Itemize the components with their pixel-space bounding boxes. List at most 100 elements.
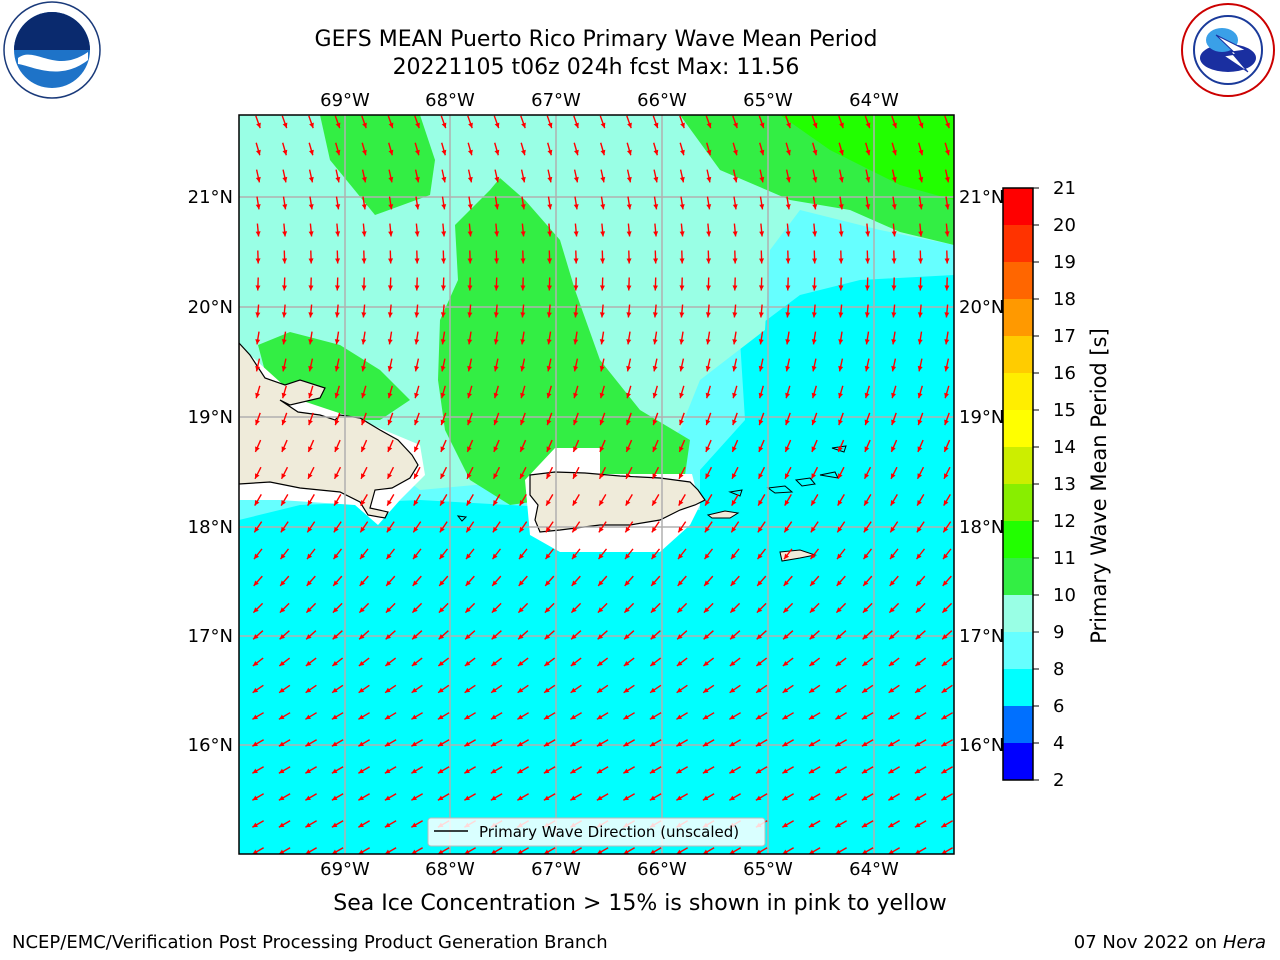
wave-arrow-head — [812, 231, 818, 237]
wave-arrow-head — [915, 634, 922, 640]
colorbar-tick-label: 2 — [1053, 770, 1064, 791]
wave-arrow-head — [838, 285, 844, 291]
wave-arrow-head — [573, 392, 578, 399]
wave-arrow-head — [440, 285, 446, 291]
wave-arrow-head — [679, 365, 685, 372]
wave-arrow-head — [782, 714, 788, 720]
wave-arrow-head — [837, 553, 843, 560]
field-period-11-north — [320, 115, 435, 215]
wave-arrow-head — [865, 176, 871, 183]
wave-arrow-head — [570, 714, 576, 720]
wave-arrow-head — [758, 339, 764, 345]
wave-arrow-head — [441, 231, 447, 237]
wave-arrow-head — [729, 768, 735, 774]
wave-arrow-head — [467, 339, 473, 345]
wave-arrow-head — [785, 365, 791, 372]
graticule — [239, 115, 954, 854]
wave-arrow-head — [864, 500, 869, 506]
wave-arrow-head — [944, 312, 950, 318]
wave-arrow-head — [254, 553, 260, 560]
wave-arrow-head — [256, 149, 261, 156]
wave-arrow-head — [411, 822, 417, 828]
wave-arrow-head — [623, 660, 630, 666]
wave-arrow-head — [758, 285, 764, 291]
colorbar-tick-label: 9 — [1053, 622, 1064, 643]
wave-arrow-head — [839, 149, 844, 156]
wave-arrow-head — [491, 687, 497, 693]
wave-arrow-head — [464, 849, 470, 854]
wave-arrow-head — [652, 500, 657, 506]
wave-arrow-head — [652, 392, 658, 399]
wave-arrow-head — [280, 580, 286, 586]
wave-arrow-head — [599, 365, 605, 372]
wave-arrow-head — [333, 553, 339, 560]
wave-arrow-head — [308, 231, 314, 237]
wave-arrow-head — [282, 149, 288, 156]
wave-arrow-head — [519, 526, 525, 533]
wave-arrow-head — [361, 446, 366, 452]
wave-arrow-head — [705, 312, 711, 318]
wave-arrow-head — [255, 231, 261, 237]
wave-arrow-head — [517, 687, 524, 693]
wave-arrow-head — [494, 258, 500, 264]
wave-arrow-head — [278, 795, 285, 801]
wave-arrow-head — [281, 365, 287, 372]
colorbar-segment — [1003, 262, 1033, 299]
wave-arrow-head — [811, 365, 817, 372]
wave-arrow-head — [308, 473, 313, 479]
wave-arrow-head — [915, 687, 921, 693]
colorbar-segment — [1003, 373, 1033, 410]
wave-arrow-head — [759, 204, 765, 210]
colorbar-segment — [1003, 632, 1033, 669]
wave-arrow-head — [732, 419, 737, 426]
wave-arrow-head — [600, 176, 606, 183]
wave-arrow-head — [467, 285, 473, 291]
wave-arrow-head — [574, 122, 579, 129]
wave-arrow-head — [680, 149, 685, 156]
wave-arrow-head — [332, 660, 338, 666]
wave-arrow-head — [440, 446, 446, 452]
wave-arrow-head — [332, 634, 339, 640]
wave-arrow-head — [733, 149, 738, 156]
colorbar: 2 4 6 8 9 10 11 12 13 14 15 16 17 18 19 20 21 — [1002, 178, 1076, 791]
wave-arrow-head — [598, 553, 604, 560]
wave-arrow-head — [732, 285, 738, 291]
wave-arrow-head — [545, 553, 551, 560]
wave-arrow-head — [732, 392, 737, 399]
wave-arrow-head — [520, 312, 526, 318]
wave-arrow-head — [494, 149, 500, 156]
wave-arrow-head — [944, 285, 950, 291]
wave-arrow-head — [546, 446, 552, 452]
wave-arrow-head — [888, 714, 894, 720]
lat-tick-label: 17°N — [188, 626, 233, 647]
wave-arrow-head — [703, 660, 709, 666]
wave-arrow-head — [732, 204, 738, 210]
wave-arrow-head — [757, 580, 763, 586]
wave-arrow-head — [278, 741, 285, 747]
wave-arrow-head — [733, 122, 738, 129]
wave-arrow-head — [808, 795, 815, 801]
lon-tick-label: 68°W — [425, 859, 475, 880]
wave-arrow-head — [547, 122, 553, 129]
wave-arrow-head — [758, 365, 764, 372]
wave-arrow-head — [758, 500, 763, 506]
wave-arrow-head — [809, 634, 816, 640]
wave-arrow-head — [706, 231, 712, 237]
wave-arrow-head — [281, 500, 286, 506]
wave-arrow-head — [626, 231, 632, 237]
wave-arrow-head — [361, 231, 367, 237]
wave-arrow-head — [599, 312, 605, 318]
wave-arrow-head — [835, 714, 841, 720]
wave-arrow-head — [809, 687, 815, 693]
wave-arrow-head — [943, 553, 949, 560]
wave-arrow-head — [811, 312, 817, 318]
wave-arrow-head — [361, 392, 366, 399]
wave-arrow-head — [942, 580, 948, 586]
wave-arrow-head — [388, 258, 394, 264]
wave-arrow-head — [440, 473, 446, 479]
wave-arrow-head — [865, 231, 871, 237]
wave-arrow-head — [387, 419, 393, 426]
wave-arrow-head — [890, 526, 896, 533]
wave-arrow-head — [916, 553, 922, 560]
wave-arrow-head — [600, 204, 606, 210]
